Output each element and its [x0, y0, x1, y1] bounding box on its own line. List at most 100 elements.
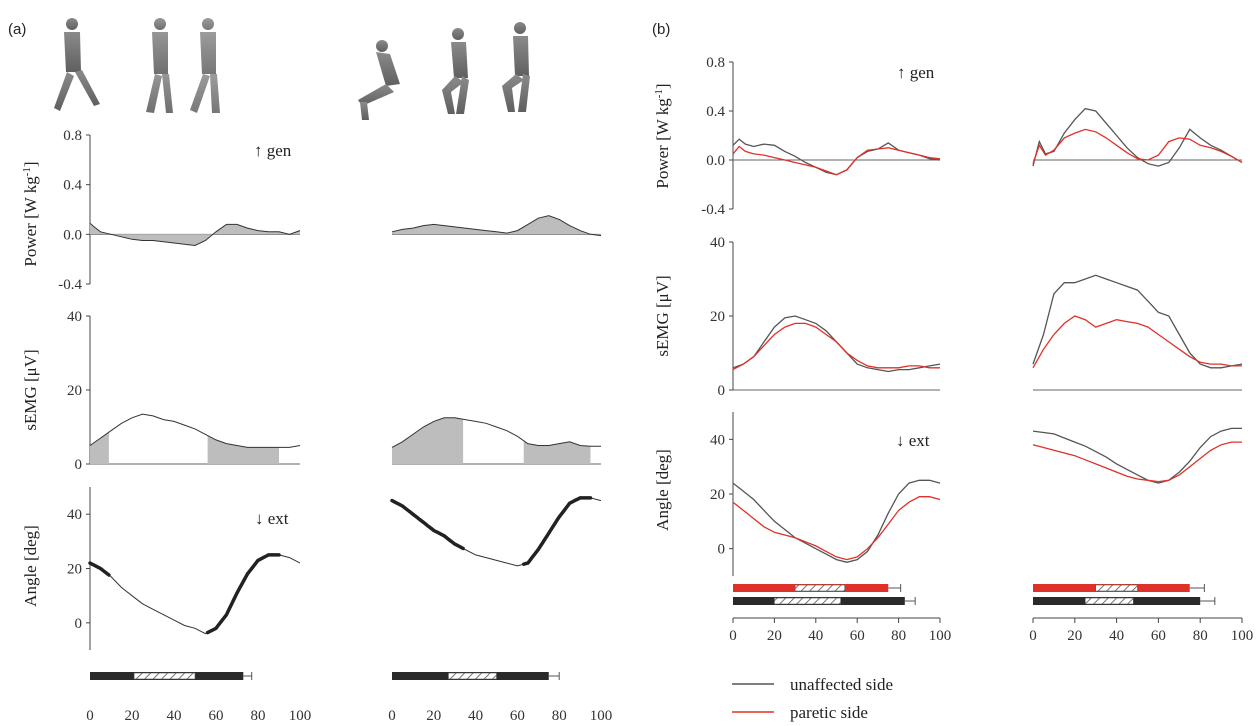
- a-semg-sts-line: [391, 417, 601, 448]
- b-semg-walk-series-paretic-line: [732, 322, 940, 371]
- x-tick-label: 100: [1231, 628, 1254, 644]
- x-tick-label: 0: [729, 628, 737, 644]
- power-axis-label-b: Power [W kg-1]: [653, 83, 672, 188]
- phase-bars: [90, 584, 1216, 680]
- phase-bar-b-walk-hatch-0: [794, 584, 846, 592]
- x-tick-label: 40: [1109, 628, 1124, 644]
- b-angle-walk-y-tick-label: 40: [710, 432, 725, 448]
- x-tick-label: 80: [1193, 628, 1208, 644]
- phase-bar-b-sts: [1033, 584, 1216, 605]
- a-semg-sts-shaded-region-1: [523, 440, 591, 464]
- power-axis-label-a: Power [W kg-1]: [21, 161, 40, 266]
- b-semg-walk-chart: 40 20 0: [710, 235, 941, 399]
- gen-annotation-b: ↑ gen: [897, 63, 935, 82]
- a-power-sts-chart: [391, 215, 602, 237]
- b-semg-walk-y-tick-label: 0: [718, 383, 726, 399]
- x-tick-label: 100: [929, 628, 952, 644]
- b-angle-walk-y-tick-label: 20: [710, 487, 725, 503]
- x-axis-a-sts: 0 20 40 60 80 100: [388, 708, 612, 724]
- b-angle-walk-y-tick-label: 0: [718, 542, 726, 558]
- phase-bar-a-walk-hatch-0: [133, 672, 196, 680]
- b-semg-sts-series-unaffected-line: [1032, 274, 1243, 369]
- a-semg-walk-chart: 40 20 0: [67, 309, 301, 473]
- a-angle-walk-y-tick-label: 0: [75, 616, 83, 632]
- x-tick-label: 20: [426, 708, 441, 724]
- x-tick-label: 0: [388, 708, 396, 724]
- b-power-sts-series-unaffected-line: [1032, 107, 1243, 167]
- a-power-walk-y-tick-label: 0.0: [63, 227, 82, 243]
- panel-a-label: (a): [8, 21, 26, 38]
- a-semg-walk-y-tick-label: 0: [75, 457, 83, 473]
- phase-bar-a-sts: [392, 672, 560, 680]
- b-angle-sts-chart: [1032, 427, 1242, 484]
- a-power-walk-chart: 0.8 0.4 0.0 -0.4: [58, 128, 301, 293]
- x-tick-label: 40: [808, 628, 823, 644]
- a-angle-sts-bold-segment-0: [390, 498, 465, 551]
- a-angle-walk-chart: 40 20 0: [67, 487, 301, 650]
- b-power-walk-y-tick-label: 0.4: [706, 104, 725, 120]
- walking-figures-illustration: [54, 18, 220, 113]
- a-angle-walk-bold-segment-1: [205, 553, 281, 635]
- ext-annotation-b: ↓ ext: [896, 431, 930, 450]
- a-angle-walk-bold-segment-0: [88, 561, 111, 577]
- b-power-sts-chart: [1032, 107, 1243, 167]
- x-tick-label: 80: [251, 708, 266, 724]
- angle-axis-label-b: Angle [deg]: [653, 449, 672, 531]
- x-tick-label: 100: [289, 708, 312, 724]
- a-angle-sts-chart: [390, 496, 602, 567]
- x-tick-label: 60: [209, 708, 224, 724]
- b-power-walk-y-tick-label: -0.4: [701, 202, 725, 218]
- a-semg-walk-y-tick-label: 40: [67, 309, 82, 325]
- x-axis-b-walk: 0 20 40 60 80 100: [729, 617, 952, 644]
- x-axis-b-sts: 0 20 40 60 80 100: [1029, 617, 1254, 644]
- x-tick-label: 0: [86, 708, 94, 724]
- a-semg-walk-shaded-region-1: [207, 435, 279, 464]
- a-power-walk-line: [89, 222, 301, 247]
- phase-bar-b-sts-hatch-0: [1095, 584, 1138, 592]
- a-power-walk-y-tick-label: 0.8: [63, 128, 82, 144]
- b-angle-walk-chart: 40 20 0: [710, 412, 941, 576]
- a-power-sts-area: [392, 215, 601, 236]
- legend-unaffected-label: unaffected side: [790, 675, 893, 694]
- phase-bar-b-walk-hatch-1: [774, 597, 841, 605]
- angle-axis-label-a: Angle [deg]: [21, 525, 40, 607]
- a-angle-sts-line: [391, 497, 602, 567]
- x-tick-label: 0: [1029, 628, 1037, 644]
- a-semg-walk-y-tick-label: 20: [67, 383, 82, 399]
- a-power-walk-y-tick-label: -0.4: [58, 277, 82, 293]
- b-power-walk-y-tick-label: 0.0: [706, 153, 725, 169]
- b-semg-sts-series-paretic-line: [1032, 315, 1242, 369]
- a-semg-walk-shaded-region-0: [90, 432, 109, 464]
- b-semg-walk-y-tick-label: 20: [710, 309, 725, 325]
- phase-bar-b-walk: [733, 584, 916, 605]
- b-semg-walk-y-tick-label: 40: [710, 235, 725, 251]
- x-tick-label: 80: [552, 708, 567, 724]
- b-angle-sts-series-unaffected-line: [1032, 427, 1242, 484]
- b-angle-walk-series-unaffected-line: [732, 479, 941, 563]
- a-power-walk-area: [90, 223, 300, 246]
- a-semg-walk-line: [89, 413, 301, 448]
- b-semg-walk-series-unaffected-line: [732, 315, 941, 373]
- sit-to-stand-figures-illustration: [358, 22, 530, 120]
- b-angle-walk-series-paretic-line: [732, 496, 941, 561]
- phase-bar-a-sts-hatch-0: [448, 672, 497, 680]
- a-angle-walk-line: [89, 554, 301, 635]
- b-semg-sts-chart: [1032, 274, 1243, 391]
- panel-b-label: (b): [652, 21, 670, 38]
- x-tick-label: 40: [167, 708, 182, 724]
- b-power-walk-series-paretic-line: [732, 145, 941, 176]
- x-tick-label: 60: [1151, 628, 1166, 644]
- b-power-walk-chart: 0.8 0.4 0.0 -0.4: [701, 55, 941, 218]
- phase-bar-b-sts-hatch-1: [1084, 597, 1134, 605]
- legend-paretic-label: paretic side: [790, 703, 868, 722]
- x-tick-label: 20: [1067, 628, 1082, 644]
- x-axes: 0 20 40 60 80 100 0 20 40 60 80 100 0 20 40 60 80 100 0 20 4…: [86, 617, 1254, 724]
- a-power-walk-y-tick-label: 0.4: [63, 178, 82, 194]
- semg-axis-label-a: sEMG [μV]: [21, 349, 40, 430]
- x-axis-a-walk: 0 20 40 60 80 100: [86, 708, 311, 724]
- semg-axis-label-b: sEMG [μV]: [653, 275, 672, 356]
- x-tick-label: 40: [468, 708, 483, 724]
- a-angle-walk-y-tick-label: 40: [67, 507, 82, 523]
- a-semg-sts-shaded-region-0: [392, 417, 464, 464]
- x-tick-label: 60: [850, 628, 865, 644]
